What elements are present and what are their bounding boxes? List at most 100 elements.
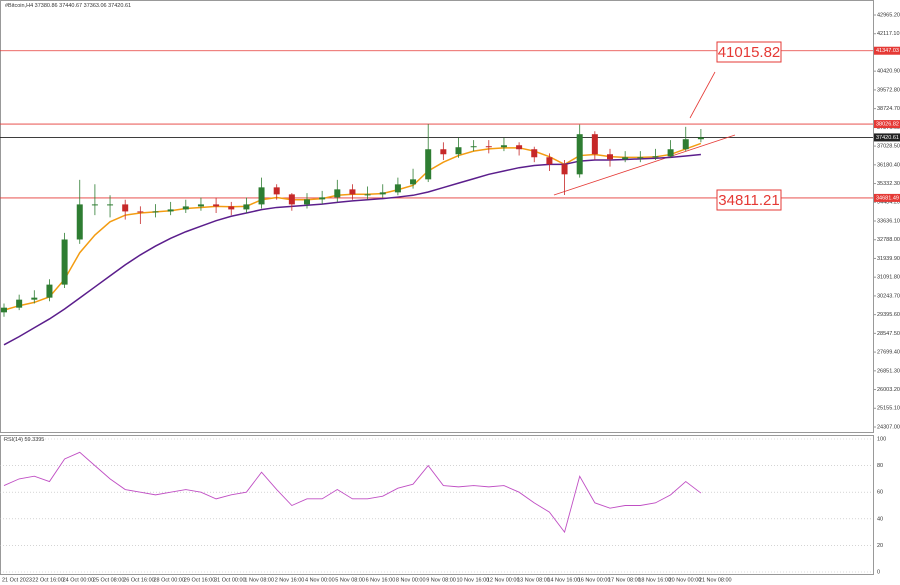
candle-body [485,146,492,148]
y-tick-label: 27699.40 [877,350,900,356]
candle-body [334,189,341,198]
y-tick-label: 28547.50 [877,331,900,337]
annotation: 34811.21 [718,192,779,209]
y-tick-label: 35332.30 [877,181,900,187]
candle-body [1,307,7,313]
y-tick-label: 31091.80 [877,275,900,281]
candle-body [652,156,659,158]
candle-body [470,146,477,148]
candle-body [682,139,689,150]
candle-body [213,204,220,207]
candle-body [122,204,129,212]
y-tick-label: 40420.90 [877,69,900,75]
x-tick-label: 8 Nov 00:00 [396,577,426,583]
candle-body [607,154,613,160]
annotation-box [716,189,782,211]
y-tick-label: 36180.40 [877,162,900,168]
level-label-bg [874,120,900,129]
pointer-line [689,71,716,119]
x-tick-label: 2 Nov 16:00 [275,577,305,583]
level-label: 38026.82 [876,121,899,127]
candle-body [152,211,159,213]
x-tick-label: 9 Nov 08:00 [426,577,456,583]
y-tick-label: 37028.50 [877,144,900,150]
candle-body [379,192,386,195]
y-tick-label: 38724.70 [877,106,900,112]
x-tick-label: 18 Nov 16:00 [638,577,671,583]
main-frame [0,0,874,433]
x-tick-label: 31 Oct 00:00 [214,577,246,583]
x-tick-label: 22 Oct 16:00 [32,577,64,583]
candle-body [667,149,674,157]
candle-body [258,187,265,205]
x-tick-label: 28 Oct 00:00 [154,577,186,583]
level-label: 34681.49 [876,195,899,201]
trend-line [553,134,736,196]
annotation: 41015.82 [718,44,781,61]
y-tick-label: 39572.80 [877,87,900,93]
y-tick-label: 29395.60 [877,312,900,318]
candle-body [425,149,432,180]
x-tick-label: 1 Nov 08:00 [244,577,274,583]
candle-body [137,211,144,213]
y-tick-label: 42965.20 [877,12,900,18]
candle-body [637,157,644,159]
y-tick-label: 31939.90 [877,256,900,262]
y-tick-label: 30243.70 [877,293,900,299]
current-price-bg [874,133,900,142]
x-tick-label: 13 Nov 08:00 [517,577,550,583]
x-tick-label: 10 Nov 16:00 [457,577,490,583]
candle-body [288,194,295,205]
candle-body [349,189,356,195]
candle-body [531,149,538,158]
candle-body [440,149,447,155]
level-label-bg [874,193,900,202]
x-tick-label: 14 Nov 16:00 [547,577,580,583]
chart-title: #Bitcoin,H4 37380.86 37440.67 37363.06 3… [5,3,131,9]
x-tick-label: 24 Oct 00:00 [63,577,95,583]
candle-body [516,145,523,150]
candle-body [500,145,507,148]
candle-body [304,199,310,205]
rsi-frame [0,435,874,575]
candle-body [591,134,598,155]
rsi-tick-label: 20 [877,543,883,549]
candle-body [697,137,704,140]
rsi-tick-label: 60 [877,490,883,496]
candle-body [182,206,189,210]
candle-body [576,134,583,175]
y-tick-label: 26851.30 [877,368,900,374]
rsi-tick-label: 80 [877,463,883,469]
candle-body [76,204,83,240]
candle-body [546,157,553,165]
y-tick-label: 26003.20 [877,387,900,393]
candle-body [167,209,174,212]
x-tick-label: 29 Oct 16:00 [184,577,216,583]
y-tick-label: 34484.20 [877,200,900,206]
y-tick-label: 32788.00 [877,237,900,243]
moving-average [3,142,702,311]
x-tick-label: 20 Nov 00:00 [669,577,702,583]
rsi-tick-label: 100 [877,436,886,442]
x-tick-label: 5 Nov 08:00 [335,577,365,583]
candle-body [107,204,114,206]
rsi-tick-label: 0 [877,569,880,575]
x-tick-label: 6 Nov 16:00 [366,577,396,583]
rsi-line [3,451,702,534]
candle-body [319,197,326,200]
y-tick-label: 42117.10 [877,31,900,37]
candle-body [394,184,401,193]
candle-body [243,204,250,210]
x-tick-label: 25 Oct 08:00 [93,577,125,583]
x-tick-label: 26 Oct 16:00 [123,577,155,583]
x-tick-label: 21 Nov 08:00 [699,577,732,583]
candle-body [410,179,417,185]
candle-body [61,239,68,285]
candle-body [91,204,98,206]
x-tick-label: 17 Nov 08:00 [608,577,641,583]
current-price-label: 37420.61 [876,135,899,141]
x-tick-label: 16 Nov 00:00 [578,577,611,583]
candle-body [561,164,568,175]
candle-body [273,187,280,195]
